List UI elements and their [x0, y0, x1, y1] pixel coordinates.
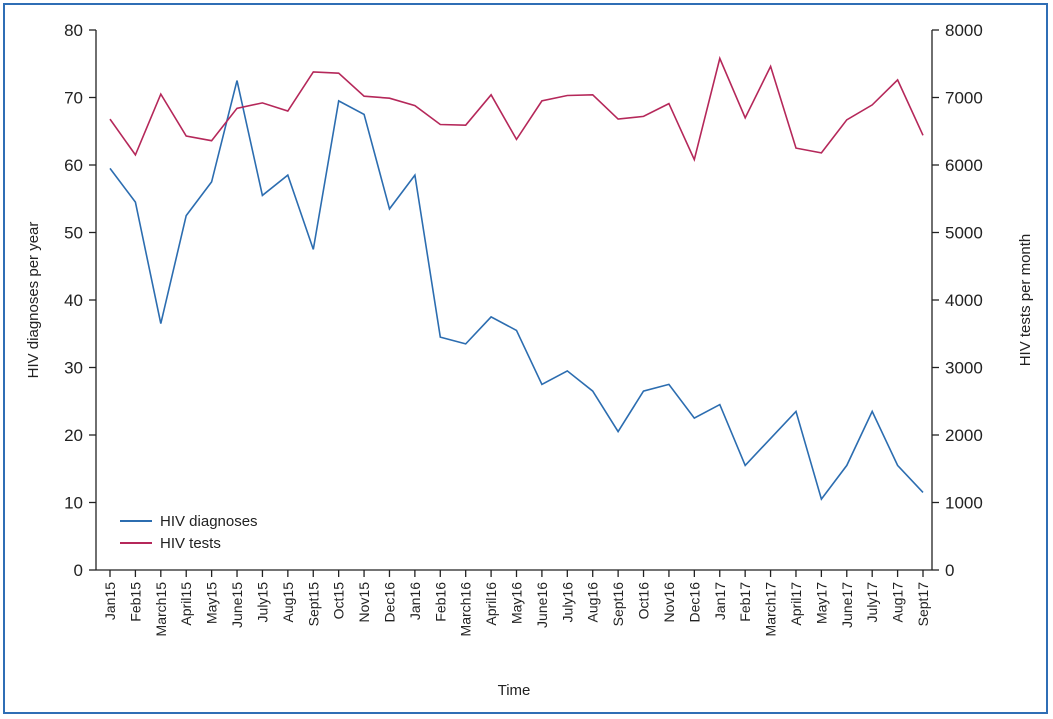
x-tick-label: Dec16: [381, 582, 397, 623]
right-axis-title: HIV tests per month: [1017, 234, 1034, 367]
right-tick-label: 5000: [945, 224, 983, 243]
left-axis-title: HIV diagnoses per year: [25, 222, 42, 379]
x-tick-label: July17: [864, 582, 880, 623]
left-axis: 0 10 20 30 40 50 60 70 80: [64, 21, 97, 580]
x-tick-label: April17: [788, 582, 804, 626]
x-tick-label: Aug16: [585, 582, 601, 623]
legend-label-hiv-tests: HIV tests: [160, 535, 221, 552]
right-axis: 0 1000 2000 3000 4000 5000 6000 7000 8000: [931, 21, 983, 580]
right-tick-label: 6000: [945, 156, 983, 175]
x-tick-label: Sept17: [915, 582, 931, 627]
x-tick-label: April15: [178, 582, 194, 626]
x-tick-label: June17: [839, 582, 855, 628]
series-line-hiv-diagnoses: [109, 80, 924, 501]
x-tick-label: May17: [813, 582, 829, 624]
left-tick-label: 80: [64, 21, 83, 40]
right-tick-label: 4000: [945, 291, 983, 310]
x-tick-label: Feb16: [432, 582, 448, 622]
x-tick-label: Jan17: [712, 582, 728, 620]
x-tick-label: Oct15: [331, 582, 347, 620]
x-tick-label: June16: [534, 582, 550, 628]
series-lines: [109, 55, 924, 501]
left-tick-label: 60: [64, 156, 83, 175]
right-tick-label: 7000: [945, 89, 983, 108]
x-tick-label: Sept16: [610, 582, 626, 627]
legend-label-hiv-diagnoses: HIV diagnoses: [160, 513, 258, 530]
right-tick-label: 0: [945, 561, 954, 580]
x-tick-label: Dec16: [686, 582, 702, 623]
x-tick-label: Nov16: [661, 582, 677, 623]
left-tick-label: 70: [64, 89, 83, 108]
right-tick-label: 8000: [945, 21, 983, 40]
x-tick-label: Aug15: [280, 582, 296, 623]
x-tick-label: Nov15: [356, 582, 372, 623]
x-tick-label: Jan16: [407, 582, 423, 620]
x-tick-label: Sept15: [305, 582, 321, 627]
right-tick-label: 2000: [945, 426, 983, 445]
left-tick-label: 30: [64, 359, 83, 378]
x-tick-label: July16: [559, 582, 575, 623]
x-tick-label: March15: [153, 582, 169, 637]
x-tick-label: Oct16: [636, 582, 652, 620]
x-tick-label: July15: [254, 582, 270, 623]
right-tick-label: 3000: [945, 359, 983, 378]
x-tick-label: March16: [458, 582, 474, 637]
x-tick-label: June15: [229, 582, 245, 628]
x-tick-label: May15: [204, 582, 220, 624]
x-tick-label: Aug17: [890, 582, 906, 623]
x-tick-label: May16: [509, 582, 525, 624]
left-tick-label: 10: [64, 494, 83, 513]
x-tick-label: April16: [483, 582, 499, 626]
x-axis: Jan15 Feb15 March15 April15 May15 June15 July1…: [96, 569, 932, 637]
left-tick-label: 20: [64, 426, 83, 445]
left-tick-label: 0: [74, 561, 83, 580]
right-tick-label: 1000: [945, 494, 983, 513]
x-tick-label: Feb17: [737, 582, 753, 622]
x-axis-title: Time: [498, 682, 531, 699]
series-line-hiv-tests: [109, 55, 924, 163]
legend: HIV diagnoses HIV tests: [120, 513, 258, 552]
x-tick-label: Feb15: [127, 582, 143, 622]
x-tick-label: March17: [763, 582, 779, 637]
x-tick-label: Jan15: [102, 582, 118, 620]
left-tick-label: 40: [64, 291, 83, 310]
left-tick-label: 50: [64, 224, 83, 243]
